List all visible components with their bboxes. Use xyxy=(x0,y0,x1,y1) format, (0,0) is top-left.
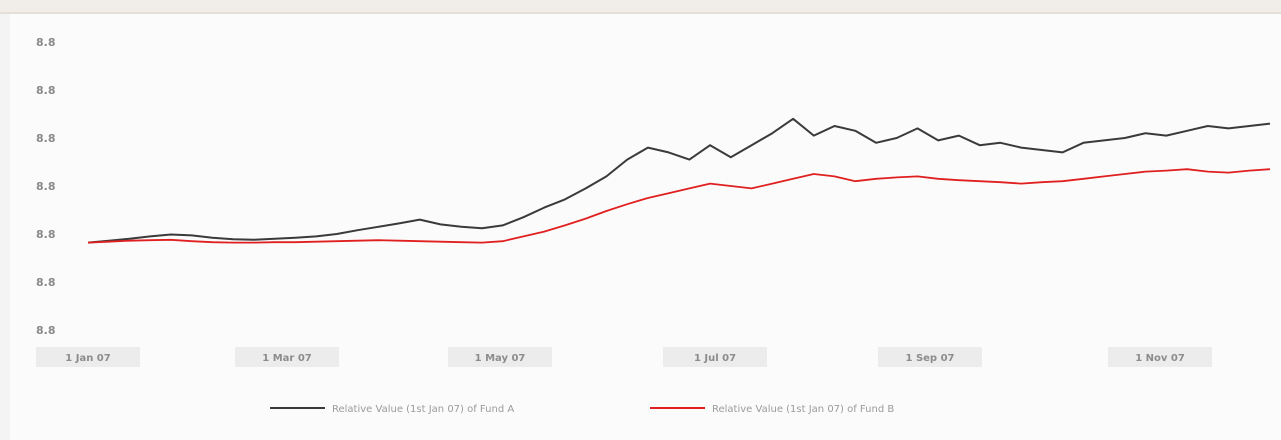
x-tick-box xyxy=(1108,347,1212,367)
legend-label: Relative Value (1st Jan 07) of Fund B xyxy=(712,404,894,415)
series-line-1 xyxy=(87,117,1271,244)
x-tick-box xyxy=(663,347,767,367)
x-tick-label: 1 Sep 07 xyxy=(906,353,955,364)
y-tick-label: 8.8 xyxy=(36,180,56,193)
y-tick-label: 8.8 xyxy=(36,228,56,241)
y-tick-label: 8.8 xyxy=(36,132,56,145)
x-tick-box xyxy=(878,347,982,367)
series-line-2 xyxy=(87,168,1271,244)
legend-label: Relative Value (1st Jan 07) of Fund A xyxy=(332,404,514,415)
x-tick-box xyxy=(36,347,140,367)
y-tick-label: 8.8 xyxy=(36,276,56,289)
x-tick-label: 1 Jul 07 xyxy=(694,353,736,364)
x-tick-box xyxy=(235,347,339,367)
x-tick-label: 1 Nov 07 xyxy=(1135,353,1185,364)
x-tick-box xyxy=(448,347,552,367)
x-tick-label: 1 May 07 xyxy=(475,353,526,364)
x-tick-label: 1 Jan 07 xyxy=(65,353,110,364)
y-tick-label: 8.8 xyxy=(36,324,56,337)
top-border xyxy=(0,0,1281,14)
left-strip xyxy=(0,14,10,440)
y-tick-label: 8.8 xyxy=(36,84,56,97)
y-tick-label: 8.8 xyxy=(36,36,56,49)
x-tick-label: 1 Mar 07 xyxy=(262,353,312,364)
